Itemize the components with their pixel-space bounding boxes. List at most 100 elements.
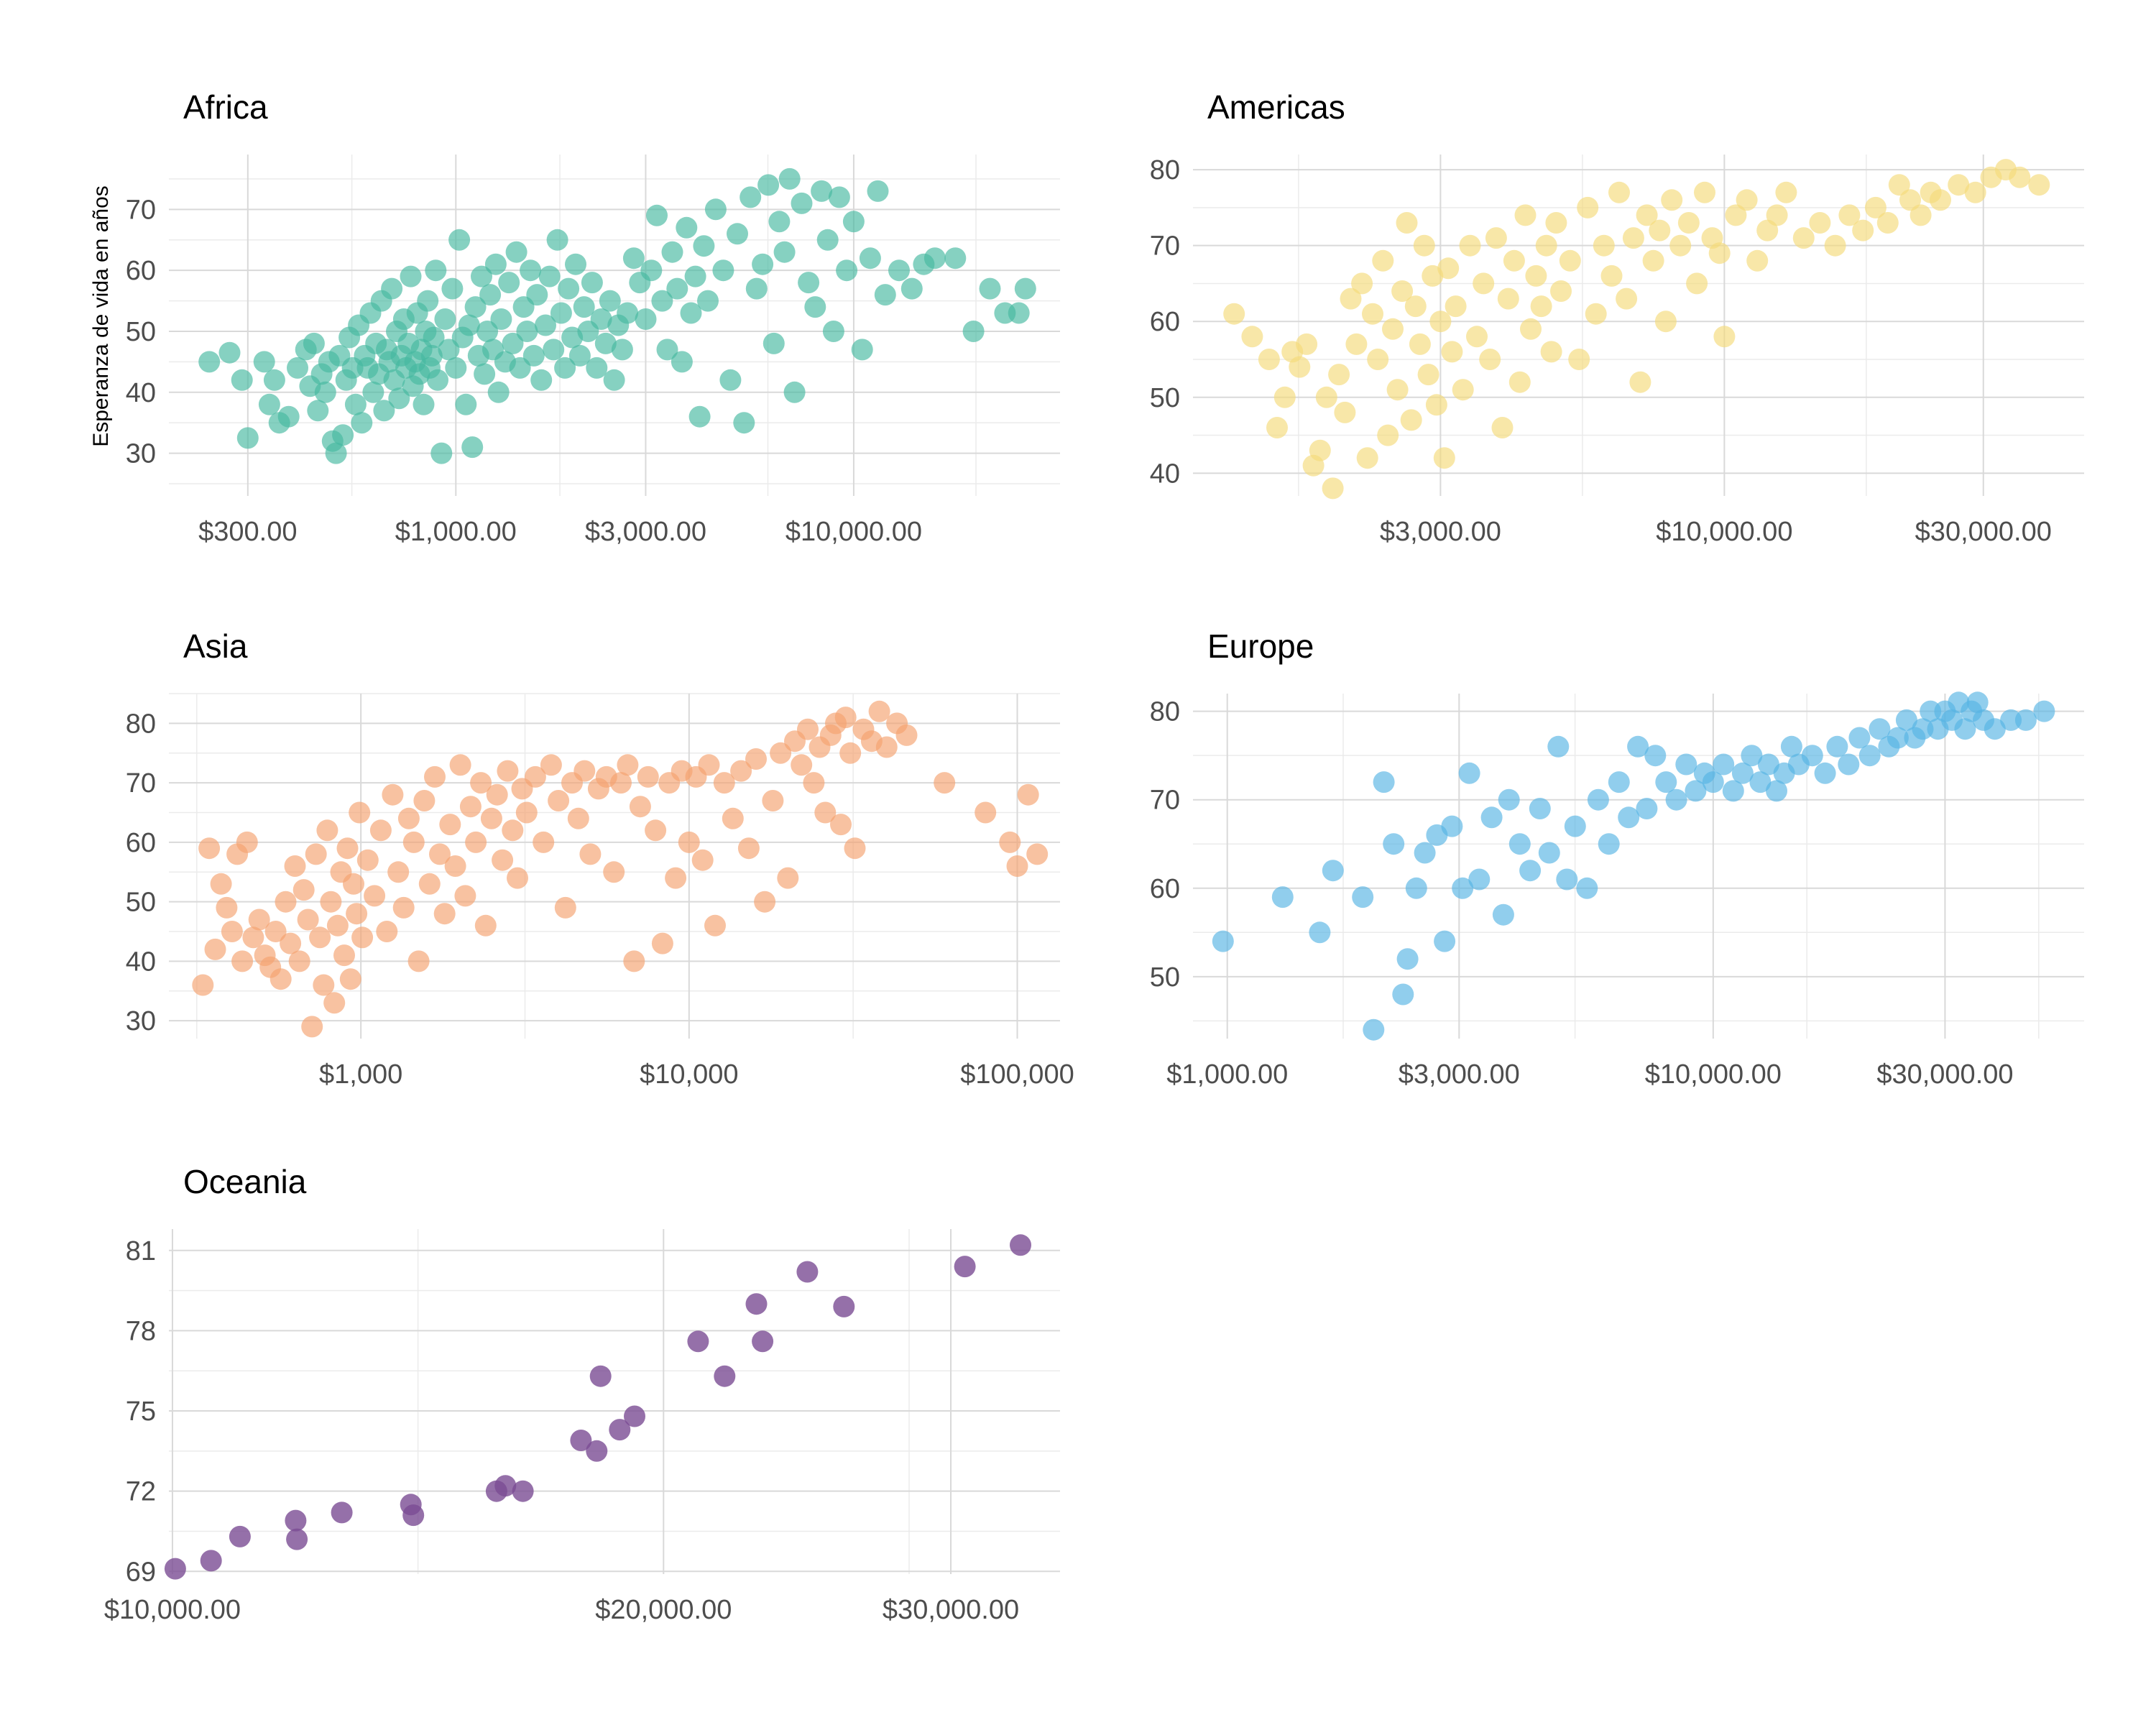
y-tick-label: 50 bbox=[126, 317, 156, 347]
data-point bbox=[236, 427, 259, 449]
data-point bbox=[733, 412, 755, 434]
data-point bbox=[1400, 409, 1422, 431]
data-point bbox=[1373, 771, 1395, 794]
data-point bbox=[777, 867, 799, 889]
panels: 30 40 50 60 70 $300.00 $1,000.00 $3,000.00 $10,0… bbox=[104, 88, 2084, 1625]
data-point bbox=[231, 950, 254, 972]
data-point bbox=[1876, 212, 1899, 234]
data-point bbox=[1685, 780, 1707, 802]
data-point bbox=[424, 765, 446, 788]
data-point bbox=[1498, 788, 1520, 811]
data-point bbox=[1433, 447, 1455, 469]
y-tick-label: 70 bbox=[1150, 786, 1180, 816]
data-point bbox=[1356, 447, 1378, 469]
data-point bbox=[1414, 842, 1436, 864]
data-point bbox=[1722, 780, 1744, 802]
data-point bbox=[1372, 249, 1394, 272]
x-tick-label: $20,000.00 bbox=[595, 1595, 732, 1625]
data-point bbox=[944, 247, 967, 270]
x-tick-label: $1,000 bbox=[319, 1059, 402, 1090]
data-point bbox=[1017, 783, 1039, 806]
data-point bbox=[1466, 326, 1488, 348]
data-point bbox=[1473, 272, 1495, 295]
data-point bbox=[314, 381, 336, 403]
data-point bbox=[331, 1501, 353, 1524]
panel-title-africa: Africa bbox=[183, 88, 268, 126]
y-tick-label: 50 bbox=[1150, 962, 1180, 993]
data-point bbox=[1661, 189, 1683, 211]
data-point bbox=[1636, 204, 1658, 226]
data-point bbox=[895, 724, 918, 746]
data-point bbox=[1655, 771, 1677, 794]
data-point bbox=[1694, 181, 1715, 203]
data-point bbox=[1600, 264, 1623, 287]
data-point bbox=[713, 772, 735, 794]
data-point bbox=[316, 819, 338, 842]
data-point bbox=[688, 405, 711, 428]
data-point bbox=[502, 332, 524, 354]
data-point bbox=[830, 814, 852, 836]
data-point bbox=[1792, 227, 1815, 249]
data-point bbox=[1912, 718, 1934, 740]
data-point bbox=[1895, 709, 1917, 731]
data-point bbox=[1642, 249, 1664, 272]
data-point bbox=[1334, 401, 1356, 423]
data-point bbox=[297, 908, 319, 931]
data-point bbox=[1404, 295, 1427, 318]
data-point bbox=[714, 1365, 736, 1387]
data-point bbox=[770, 742, 792, 764]
data-point bbox=[540, 754, 562, 776]
data-point bbox=[326, 914, 349, 937]
data-point bbox=[1636, 798, 1658, 819]
data-point bbox=[530, 369, 553, 391]
data-point bbox=[520, 259, 542, 282]
y-tick-label: 60 bbox=[1150, 307, 1180, 337]
data-point bbox=[198, 837, 221, 860]
data-point bbox=[859, 247, 881, 270]
data-point bbox=[999, 831, 1021, 853]
data-point bbox=[351, 412, 373, 434]
data-point bbox=[392, 896, 415, 919]
y-tick-label: 81 bbox=[126, 1236, 156, 1266]
data-point bbox=[1391, 280, 1414, 302]
y-tick-label: 72 bbox=[126, 1477, 156, 1507]
y-tick-label: 40 bbox=[126, 378, 156, 408]
data-point bbox=[434, 308, 456, 330]
data-point bbox=[413, 790, 436, 811]
data-point bbox=[470, 772, 492, 794]
data-point bbox=[678, 831, 700, 853]
data-point bbox=[1713, 326, 1736, 348]
data-point bbox=[1026, 843, 1049, 865]
panel-europe: 50 60 70 80 $1,000.00 $3,000.00 $10,000.00 $30,… bbox=[1150, 627, 2084, 1090]
data-point bbox=[407, 950, 430, 972]
data-point bbox=[402, 1504, 425, 1527]
panel-asia: 30 40 50 60 70 80 $1,000 $10,000 $100,000 Asia bbox=[126, 627, 1074, 1090]
data-point bbox=[629, 796, 651, 818]
data-point bbox=[270, 968, 292, 990]
data-point bbox=[661, 241, 683, 263]
data-point bbox=[369, 819, 392, 842]
data-point bbox=[719, 369, 742, 391]
data-point bbox=[1809, 212, 1831, 234]
data-point bbox=[449, 754, 471, 776]
data-point bbox=[1888, 174, 1910, 196]
data-point bbox=[637, 765, 659, 788]
data-point bbox=[1948, 174, 1970, 196]
panel-title-americas: Americas bbox=[1207, 88, 1345, 126]
data-point bbox=[1869, 718, 1891, 740]
y-tick-label: 78 bbox=[126, 1316, 156, 1346]
data-point bbox=[420, 344, 443, 367]
data-point bbox=[505, 241, 528, 263]
data-point bbox=[325, 442, 347, 464]
data-point bbox=[373, 400, 395, 422]
x-tick-label: $30,000.00 bbox=[883, 1595, 1019, 1625]
data-point bbox=[1273, 386, 1296, 408]
data-point bbox=[425, 259, 447, 282]
data-point bbox=[671, 351, 693, 373]
data-point bbox=[441, 277, 464, 300]
data-point bbox=[323, 992, 346, 1014]
data-point bbox=[1540, 341, 1562, 363]
y-tick-label: 60 bbox=[126, 828, 156, 858]
panel-title-europe: Europe bbox=[1207, 627, 1314, 665]
data-point bbox=[1736, 189, 1758, 211]
